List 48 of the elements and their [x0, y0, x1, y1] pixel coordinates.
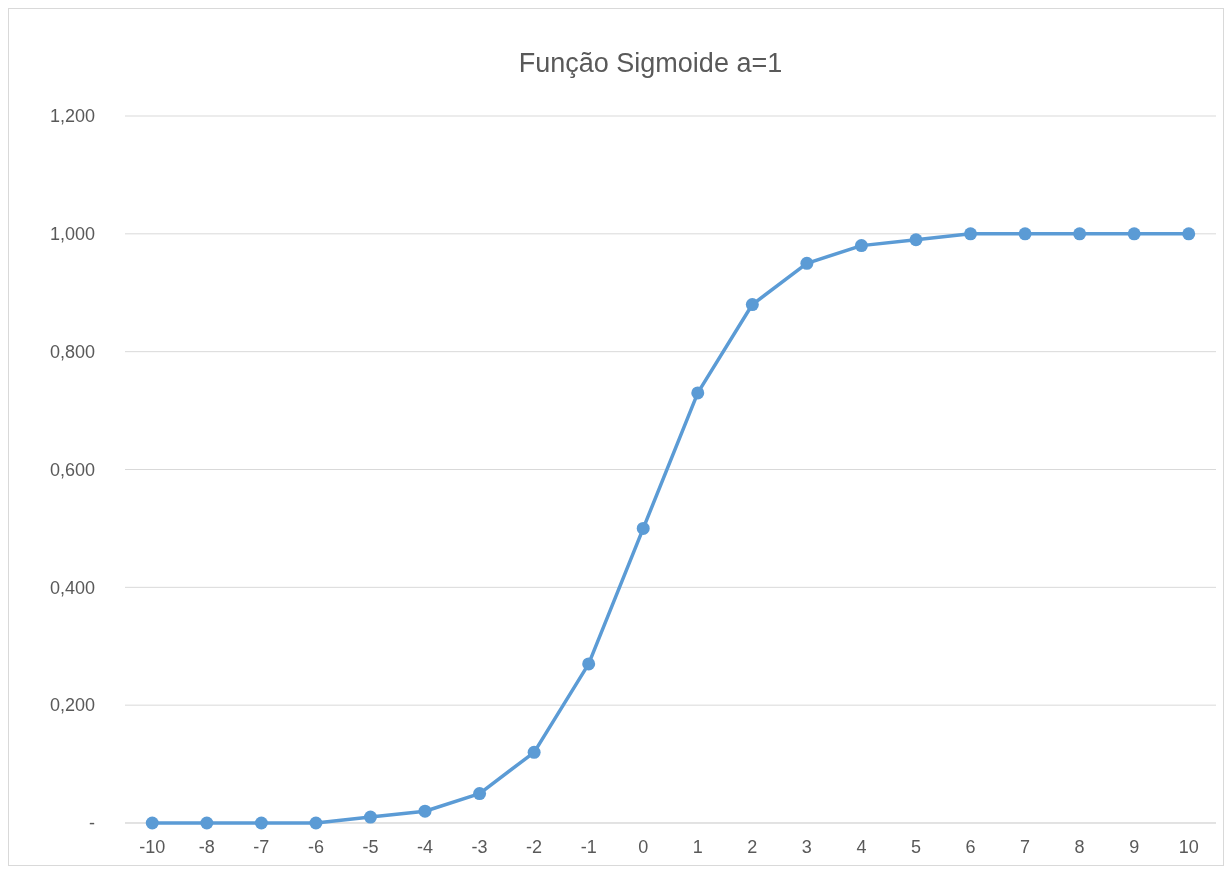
- x-tick-label: 8: [1074, 837, 1085, 857]
- point: [909, 233, 923, 247]
- chart-title: Função Sigmoide a=1: [518, 48, 783, 78]
- y-tick-label: -: [89, 813, 95, 834]
- x-tick-label: 4: [856, 837, 867, 857]
- x-tick-label: 5: [910, 837, 921, 857]
- x-tick-label: -10: [139, 837, 166, 857]
- point: [745, 298, 759, 312]
- point: [145, 816, 159, 830]
- point: [691, 386, 705, 400]
- y-tick-label: 0,800: [49, 341, 95, 362]
- y-tick-label: 0,600: [49, 459, 95, 480]
- point: [1127, 227, 1141, 241]
- x-tick-label: 3: [801, 837, 812, 857]
- x-tick-label: -8: [198, 837, 215, 857]
- x-tick-label: -3: [471, 837, 488, 857]
- point: [1182, 227, 1196, 241]
- x-tick-label: 6: [965, 837, 976, 857]
- x-tick-label: 7: [1020, 837, 1031, 857]
- point: [964, 227, 978, 241]
- x-tick-label: -5: [362, 837, 379, 857]
- point: [418, 804, 432, 818]
- point: [309, 816, 323, 830]
- point: [200, 816, 214, 830]
- x-tick-label: -1: [580, 837, 597, 857]
- point: [636, 521, 650, 535]
- x-tick-label: 2: [747, 837, 758, 857]
- point: [473, 787, 487, 801]
- x-tick-label: 0: [638, 837, 649, 857]
- y-tick-label: 0,400: [49, 577, 95, 598]
- y-tick-label: 1,200: [49, 106, 95, 127]
- point: [582, 657, 596, 671]
- y-tick-label: 0,200: [49, 695, 95, 716]
- point: [1073, 227, 1087, 241]
- point: [363, 810, 377, 824]
- point: [800, 256, 814, 270]
- x-tick-label: 10: [1178, 837, 1199, 857]
- point: [1018, 227, 1032, 241]
- point: [854, 239, 868, 253]
- x-tick-label: 9: [1129, 837, 1140, 857]
- point: [527, 745, 541, 759]
- x-tick-label: -4: [417, 837, 434, 857]
- point: [254, 816, 268, 830]
- x-tick-label: -6: [307, 837, 324, 857]
- x-tick-label: -2: [526, 837, 543, 857]
- x-tick-label: -7: [253, 837, 270, 857]
- y-tick-label: 1,000: [49, 224, 95, 245]
- x-tick-label: 1: [692, 837, 703, 857]
